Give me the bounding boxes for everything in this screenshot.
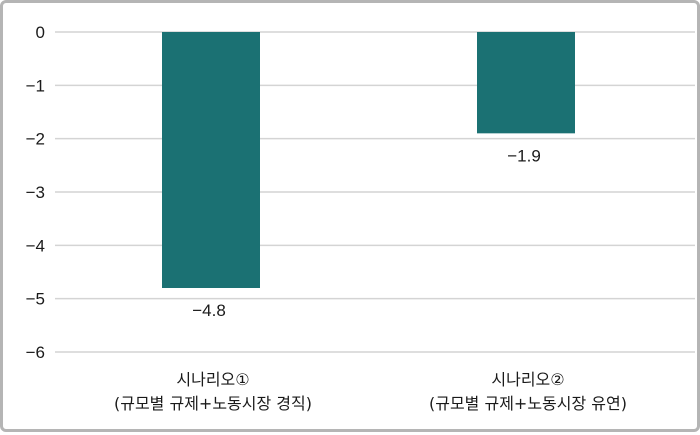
y-tick-label-0: 0 xyxy=(36,23,45,42)
y-tick-label-3: −3 xyxy=(26,183,45,202)
data-label-1: −4.8 xyxy=(192,301,226,320)
category-label-2-line-1: 시나리오② xyxy=(491,370,564,389)
y-tick-label-5: −5 xyxy=(26,290,45,309)
bar-chart: 0 −1 −2 −3 −4 −5 −6 −4.8 시나리오① (규모별 규제+노동시장 경직) −1… xyxy=(26,23,695,413)
category-label-1-line-2: (규모별 규제+노동시장 경직) xyxy=(114,394,312,413)
data-label-2: −1.9 xyxy=(507,146,541,165)
bar-2 xyxy=(477,32,575,134)
bar-1 xyxy=(162,32,260,288)
y-tick-label-6: −6 xyxy=(26,343,45,362)
y-tick-label-1: −1 xyxy=(26,76,45,95)
y-tick-label-2: −2 xyxy=(26,130,45,149)
category-label-2-line-2: (규모별 규제+노동시장 유연) xyxy=(429,394,627,413)
category-label-1-line-1: 시나리오① xyxy=(176,370,249,389)
y-tick-label-4: −4 xyxy=(26,236,45,255)
